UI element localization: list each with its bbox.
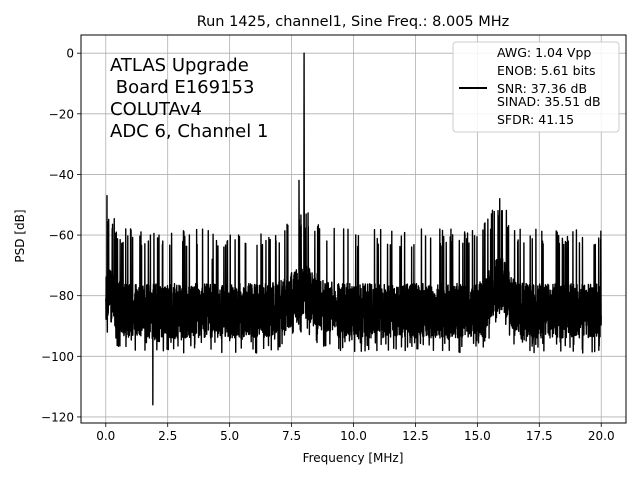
x-tick-label: 17.5 (526, 429, 553, 443)
legend: AWG: 1.04 Vpp ENOB: 5.61 bits SNR: 37.36… (452, 41, 620, 133)
x-tick-label: 12.5 (402, 429, 429, 443)
x-tick-label: 7.5 (282, 429, 301, 443)
x-tick-label: 10.0 (340, 429, 367, 443)
y-tick-label: −80 (49, 289, 74, 303)
legend-entry: SFDR: 41.15 (497, 112, 574, 127)
annotation-line: COLUTAv4 (110, 99, 202, 120)
legend-entry: ENOB: 5.61 bits (497, 63, 595, 78)
annotation-line: Board E169153 (110, 77, 254, 98)
x-tick-label: 2.5 (158, 429, 177, 443)
y-axis-label: PSD [dB] (13, 209, 27, 262)
y-tick-label: −100 (41, 350, 74, 364)
y-tick-label: −40 (49, 168, 74, 182)
annotation-line: ATLAS Upgrade (110, 55, 249, 76)
legend-entry: AWG: 1.04 Vpp (497, 45, 591, 60)
x-tick-label: 5.0 (220, 429, 239, 443)
y-tick-label: −120 (41, 410, 74, 424)
board-annotation: ATLAS Upgrade Board E169153 COLUTAv4 ADC… (110, 55, 268, 142)
psd-series-line (105, 52, 602, 406)
y-tick-label: −20 (49, 107, 74, 121)
y-tick-label: −60 (49, 229, 74, 243)
legend-entry: SNR: 37.36 dB (497, 81, 587, 96)
legend-box (452, 41, 620, 133)
x-tick-label: 15.0 (464, 429, 491, 443)
legend-entry: SINAD: 35.51 dB (497, 94, 601, 109)
x-tick-label: 0.0 (96, 429, 115, 443)
x-axis-label: Frequency [MHz] (303, 451, 404, 465)
x-tick-label: 20.0 (588, 429, 615, 443)
plot-layer (105, 52, 602, 406)
y-tick-label: 0 (66, 47, 74, 61)
chart-title: Run 1425, channel1, Sine Freq.: 8.005 MH… (197, 14, 510, 30)
annotation-line: ADC 6, Channel 1 (110, 121, 268, 142)
axis-layer: 0.0 2.5 5.0 7.5 10.0 12.5 15.0 17.5 20.0 0 −20 −40 −… (41, 47, 615, 443)
